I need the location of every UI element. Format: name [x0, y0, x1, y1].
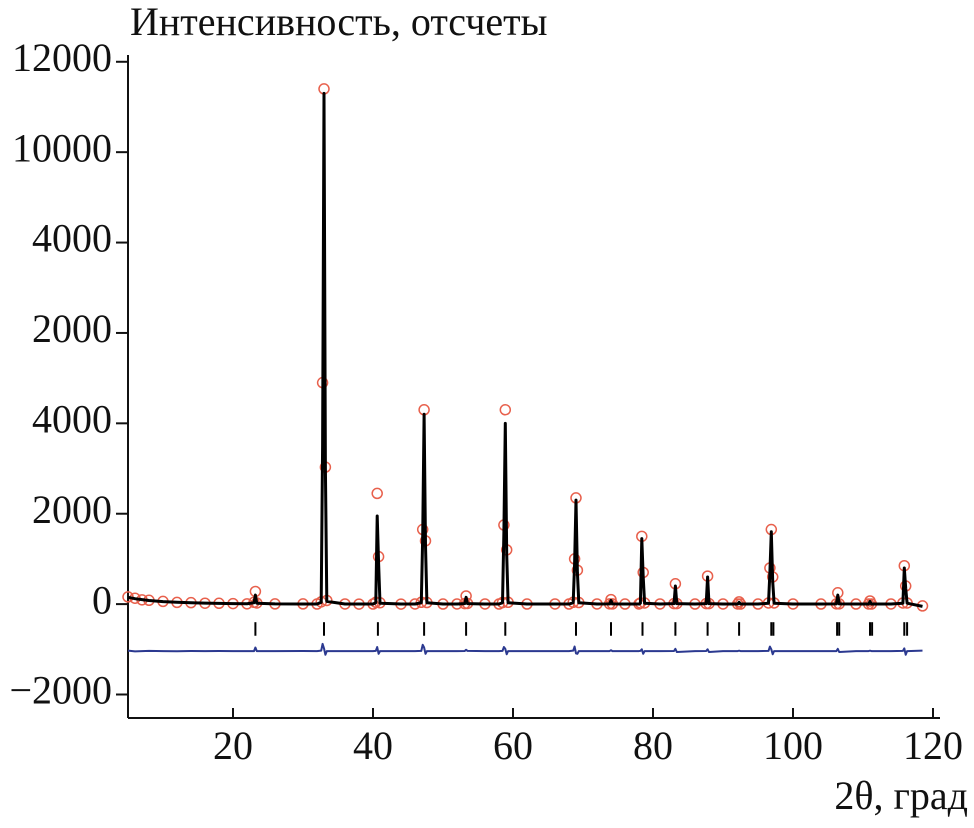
x-axis-title: 2θ, град [834, 773, 968, 818]
calculated-line [127, 91, 923, 608]
y-tick-label: 4000 [32, 216, 112, 261]
x-tick-label: 120 [903, 723, 963, 768]
y-tick-label: −2000 [9, 668, 112, 713]
y-tick-label: 2000 [32, 487, 112, 532]
x-tick-label: 60 [493, 723, 533, 768]
observed-point [499, 404, 512, 416]
y-axis-title: Интенсивность, отсчеты [130, 0, 547, 44]
x-tick-label: 40 [353, 723, 393, 768]
observed-point [371, 487, 383, 500]
observed-point [733, 596, 745, 608]
y-tick-label: 0 [92, 577, 112, 622]
y-tick-label: 12000 [12, 35, 112, 80]
x-tick-label: 100 [763, 723, 823, 768]
y-tick-label: 10000 [12, 125, 112, 170]
x-tick-label: 80 [633, 723, 673, 768]
y-tick-label: 2000 [32, 306, 112, 351]
y-tick-label: 4000 [32, 397, 112, 442]
x-tick-label: 20 [213, 723, 253, 768]
difference-line [127, 642, 923, 656]
